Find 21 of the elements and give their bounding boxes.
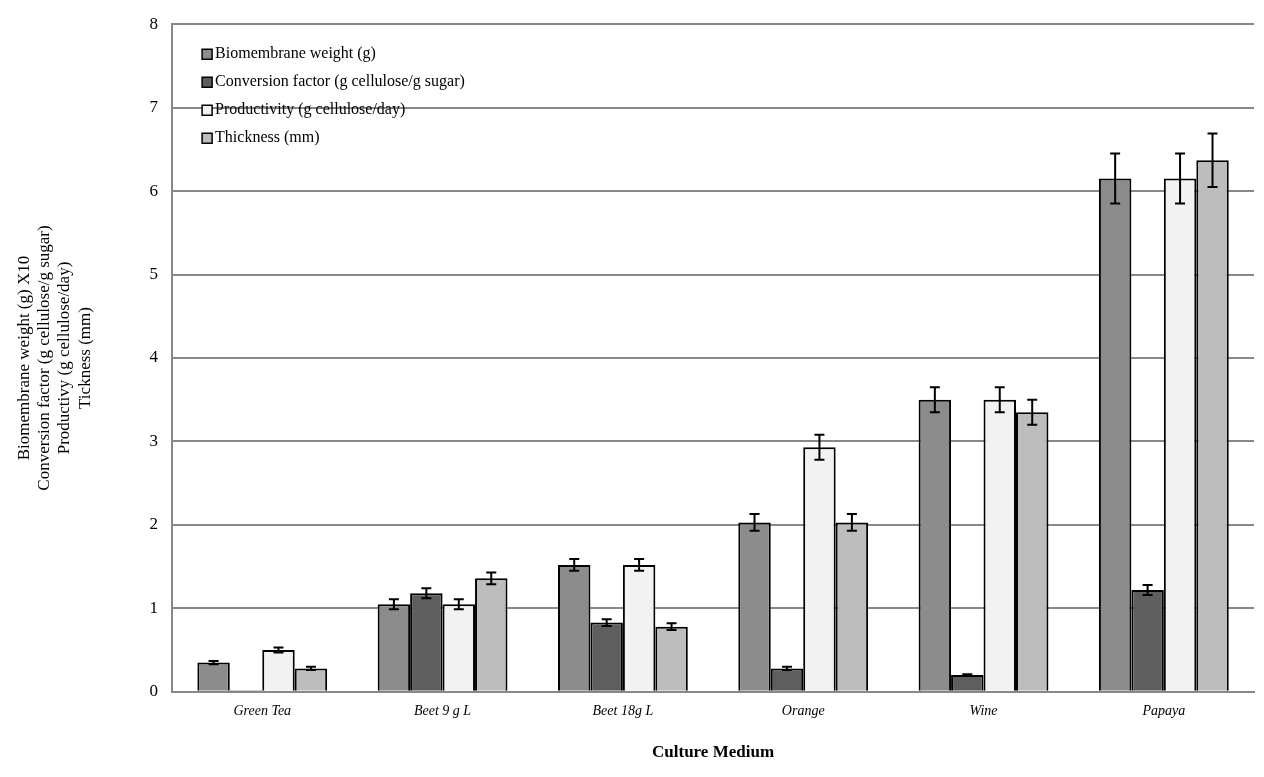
y-tick-label: 6: [149, 180, 159, 200]
y-axis-title: Biomembrane weight (g) X10 Conversion factor (g cellulose/g sugar) Productivy (g cellulose/day) Tickness (mm): [13, 225, 94, 491]
legend-label: Conversion factor (g cellulose/g sugar): [215, 72, 465, 91]
x-tick-label: Beet 18g L: [592, 702, 654, 718]
y-tick-label: 5: [149, 264, 159, 284]
x-tick-label: Papaya: [1141, 702, 1186, 718]
y-tick-label: 3: [149, 430, 159, 450]
y-tick-label: 4: [149, 347, 159, 367]
y-tick-label: 8: [149, 13, 159, 33]
x-tick-label: Beet 9 g L: [414, 702, 472, 718]
y-tick-label: 7: [149, 97, 159, 117]
legend-label: Thickness (mm): [215, 128, 320, 147]
x-tick-label: Orange: [781, 702, 825, 718]
x-tick-label: Wine: [969, 702, 998, 718]
legend-label: Biomembrane weight (g): [215, 44, 376, 63]
y-tick-label: 1: [149, 597, 159, 617]
legend-label: Productivity (g cellulose/day): [215, 100, 406, 119]
x-tick-label: Green Tea: [233, 702, 292, 718]
y-tick-label: 0: [149, 681, 159, 701]
y-tick-label: 2: [149, 514, 159, 534]
x-axis-title: Culture Medium: [652, 742, 775, 762]
